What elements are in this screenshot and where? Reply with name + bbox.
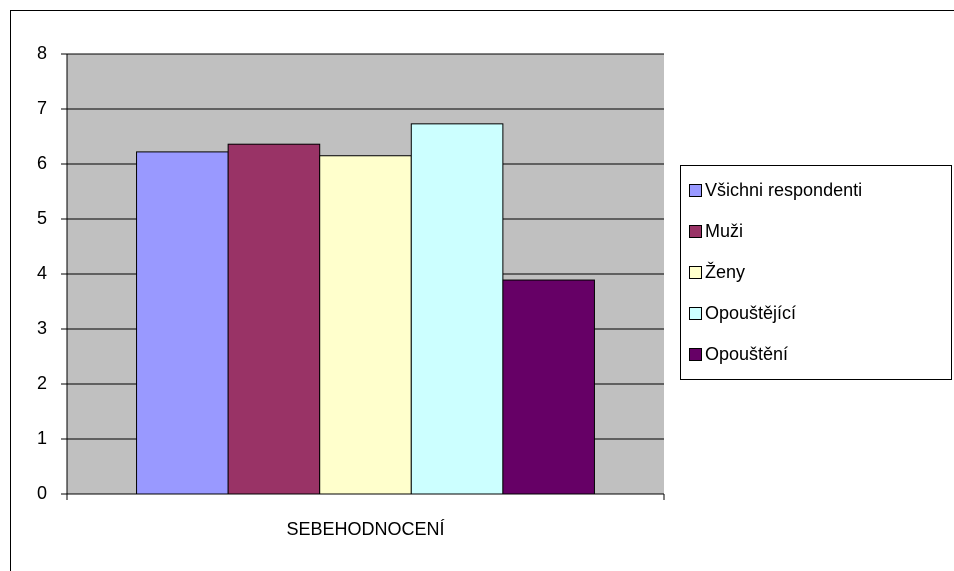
legend-label: Ženy xyxy=(705,262,745,282)
legend-box xyxy=(680,165,952,380)
x-tick-label: SEBEHODNOCENÍ xyxy=(286,519,444,539)
bar xyxy=(410,123,504,495)
legend-swatch xyxy=(689,307,702,320)
legend-label: Opouštějící xyxy=(705,303,796,323)
legend-swatch xyxy=(689,184,702,197)
y-tick-label: 1 xyxy=(37,428,47,448)
bar xyxy=(136,151,229,495)
bar xyxy=(227,143,321,495)
legend-swatch xyxy=(689,225,702,238)
y-tick-label: 5 xyxy=(37,208,47,228)
y-tick-label: 3 xyxy=(37,318,47,338)
bar xyxy=(502,279,595,495)
legend-label: Všichni respondenti xyxy=(705,180,862,200)
legend-label: Opouštění xyxy=(705,344,788,364)
y-tick-label: 8 xyxy=(37,43,47,63)
y-tick-label: 2 xyxy=(37,373,47,393)
legend-label: Muži xyxy=(705,221,743,241)
y-tick-label: 6 xyxy=(37,153,47,173)
legend-swatch xyxy=(689,348,702,361)
y-tick-label: 7 xyxy=(37,98,47,118)
y-tick-label: 0 xyxy=(37,483,47,503)
bar xyxy=(319,155,412,495)
legend-swatch xyxy=(689,266,702,279)
y-tick-label: 4 xyxy=(37,263,47,283)
